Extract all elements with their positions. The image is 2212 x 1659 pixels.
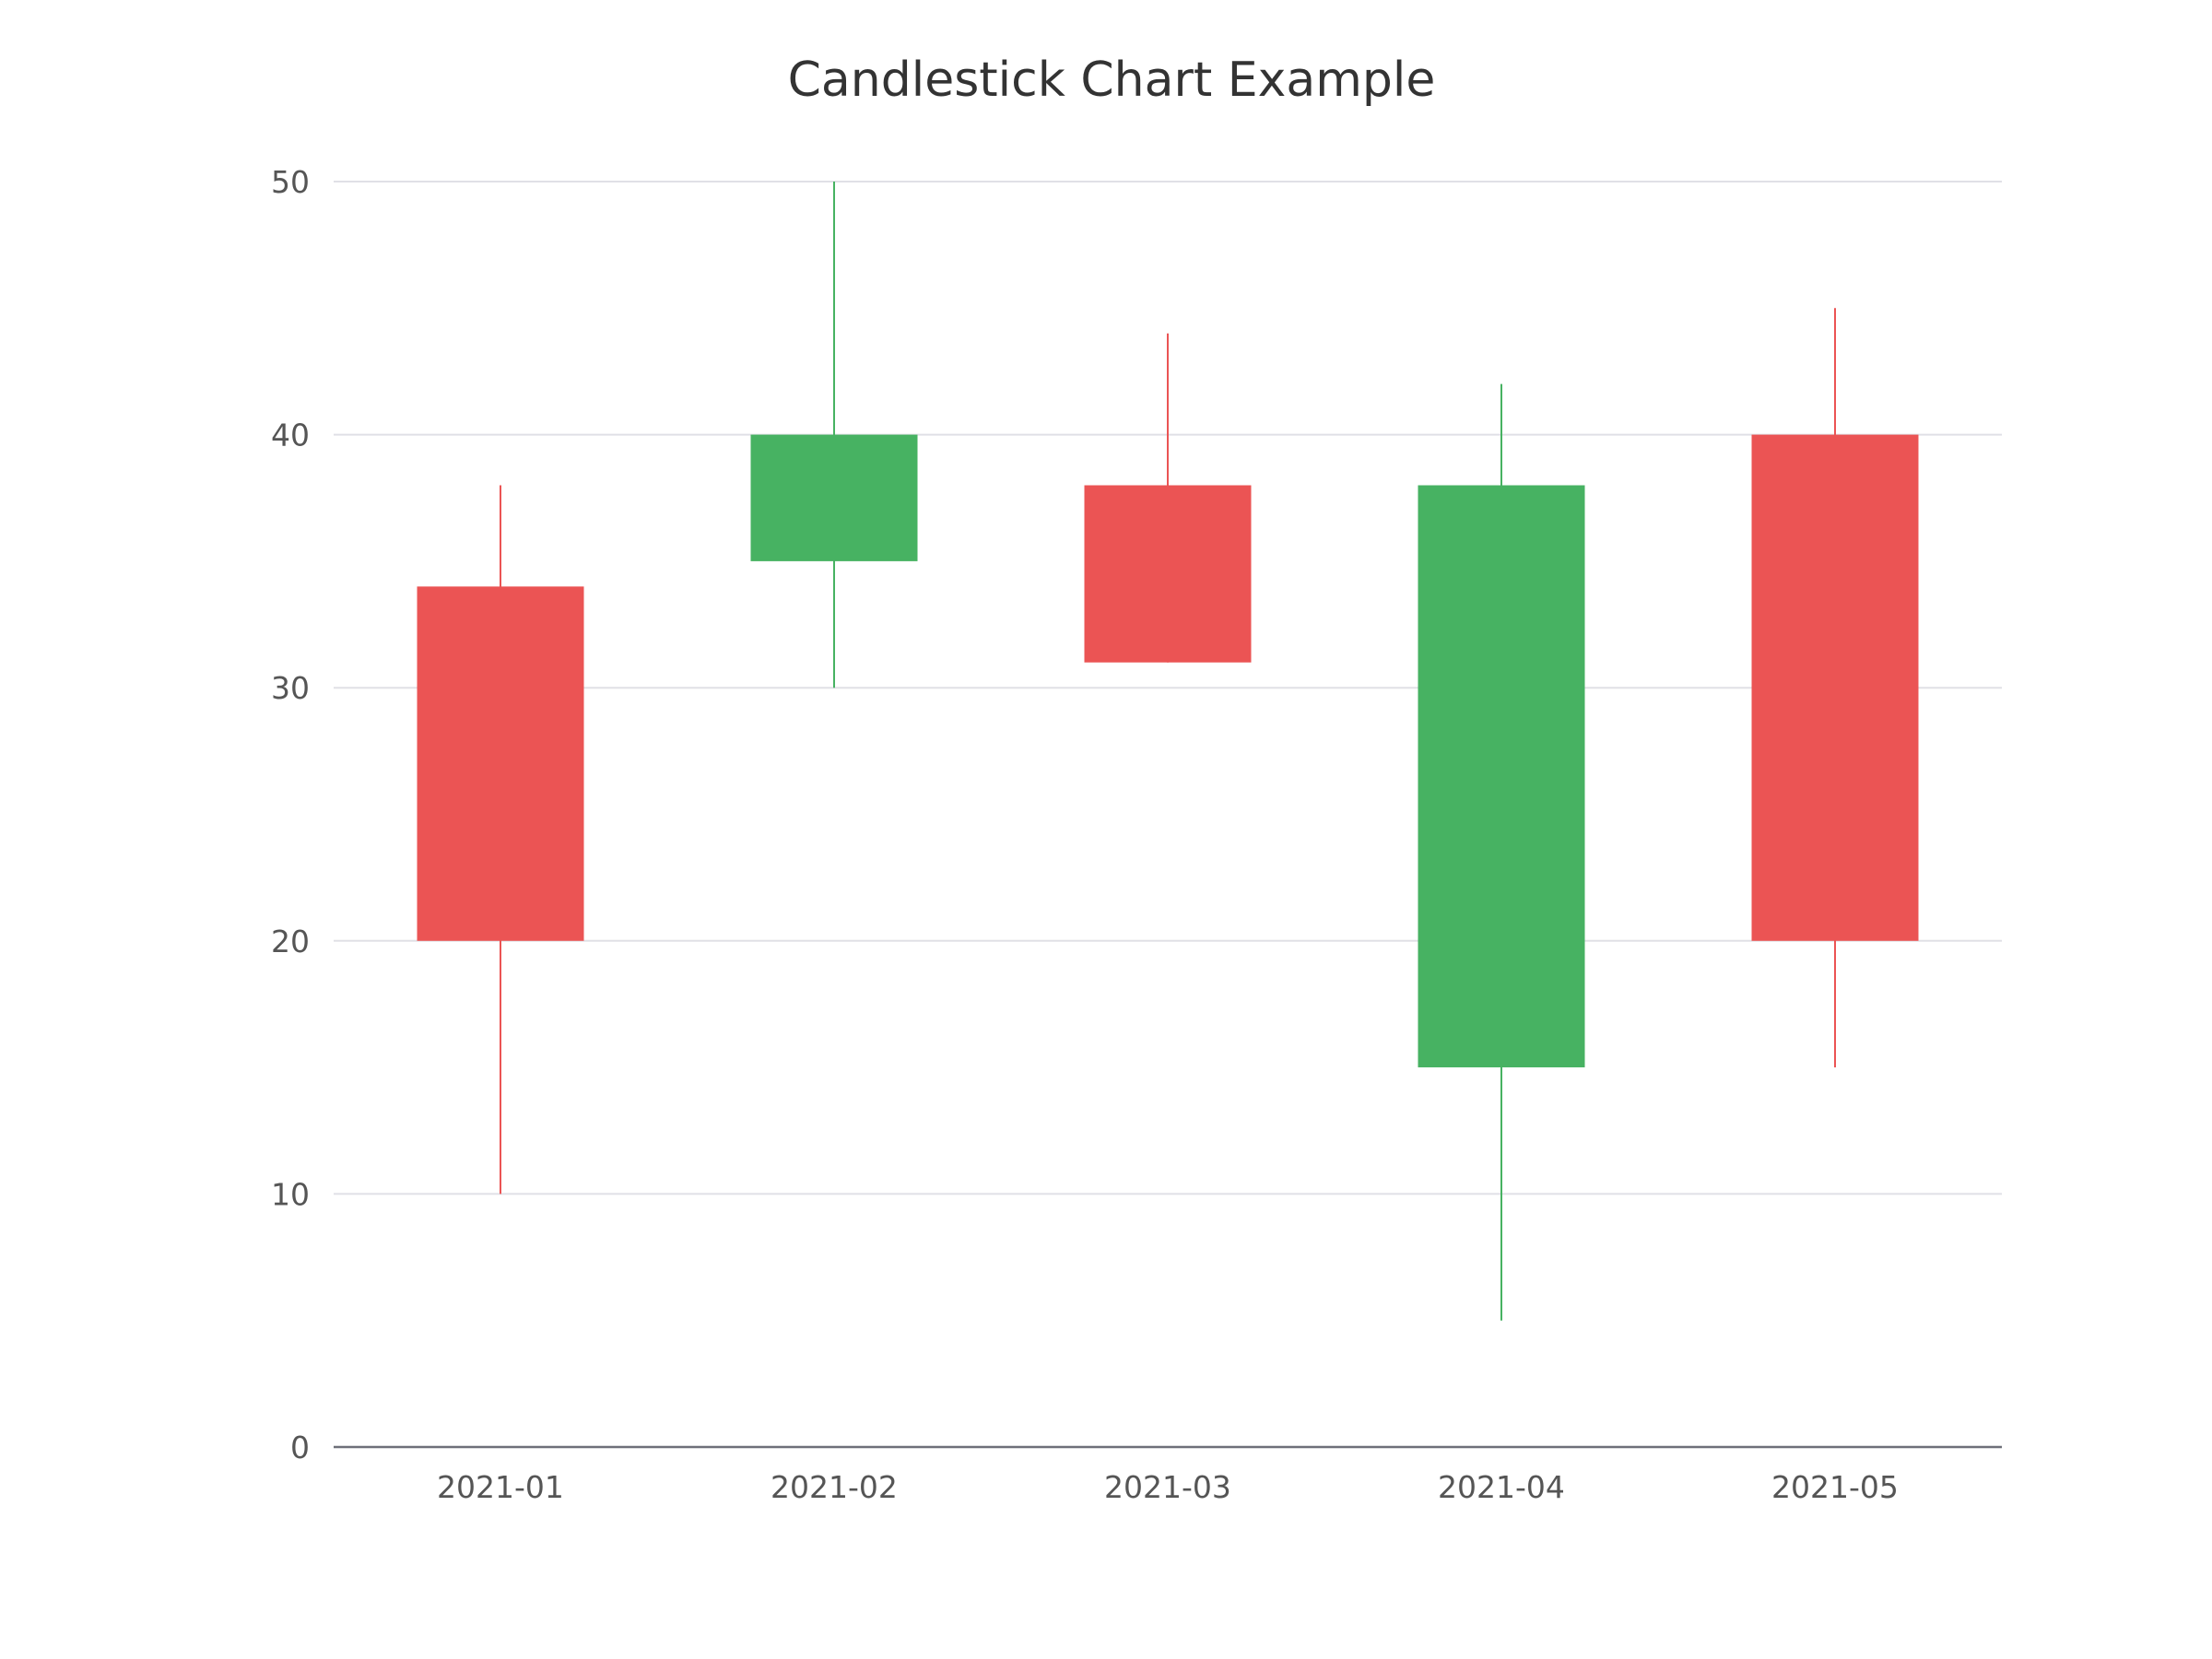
candles xyxy=(417,182,1919,1321)
candle-body xyxy=(1418,485,1585,1068)
y-tick-label-10: 10 xyxy=(271,1176,310,1212)
x-tick-label-2021-02: 2021-02 xyxy=(771,1469,898,1505)
y-tick-label-30: 30 xyxy=(271,670,310,706)
candle-2021-01 xyxy=(417,485,584,1194)
candle-2021-02 xyxy=(750,182,918,688)
x-tick-label-2021-01: 2021-01 xyxy=(437,1469,564,1505)
candle-body xyxy=(417,586,584,941)
gridlines xyxy=(334,181,2002,1195)
y-axis-tick-labels: 0 10 20 30 40 50 xyxy=(271,164,310,1465)
candle-body xyxy=(1751,434,1919,941)
candle-body xyxy=(1084,485,1252,663)
x-tick-label-2021-03: 2021-03 xyxy=(1104,1469,1231,1505)
y-tick-label-40: 40 xyxy=(271,418,310,453)
candle-2021-03 xyxy=(1084,333,1252,663)
candle-2021-04 xyxy=(1418,383,1585,1321)
candle-body xyxy=(750,434,918,561)
candle-2021-05 xyxy=(1751,308,1919,1068)
x-tick-label-2021-04: 2021-04 xyxy=(1438,1469,1565,1505)
x-axis-tick-labels: 2021-01 2021-02 2021-03 2021-04 2021-05 xyxy=(437,1469,1899,1505)
y-tick-label-20: 20 xyxy=(271,924,310,959)
y-tick-label-0: 0 xyxy=(290,1430,310,1465)
x-tick-label-2021-05: 2021-05 xyxy=(1771,1469,1899,1505)
chart-title: Candlestick Chart Example xyxy=(788,53,1436,108)
y-tick-label-50: 50 xyxy=(271,164,310,200)
